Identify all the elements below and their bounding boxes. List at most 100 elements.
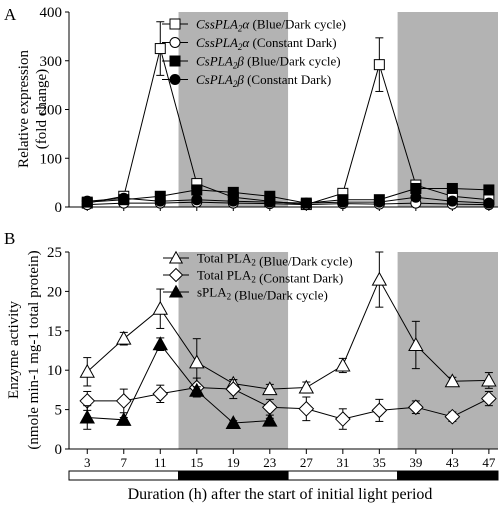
panel-a-series (81, 21, 495, 211)
panel-b-axes: 0 5 10 15 20 25 3 7 11 15 19 23 27 31 35 39 43 47 (47, 245, 498, 470)
y-tick-label: 15 (47, 324, 62, 340)
x-tick-label: 23 (263, 455, 276, 470)
y-tick-label: 400 (40, 5, 63, 21)
data-point (189, 382, 205, 397)
data-point (335, 357, 351, 372)
panel-b-legend: Total PLA2 (Blue/Dark cycle)Total PLA2 (… (163, 251, 353, 303)
legend-suffix: α (242, 35, 250, 50)
series-line (87, 201, 489, 206)
data-point (168, 267, 184, 283)
legend-entry: Total PLA2 (Constant Dark) (197, 268, 343, 286)
y-tick-label: 100 (40, 151, 63, 167)
legend-entry: CssPLA2α (Blue/Dark cycle) (196, 17, 346, 34)
dark-period-shade-1 (397, 12, 498, 207)
x-tick-label: 7 (121, 455, 128, 470)
y-tick-label: 0 (55, 442, 63, 458)
data-point (483, 197, 495, 209)
data-point (227, 195, 239, 207)
light-dark-bar (68, 470, 499, 481)
light-bar-segment-light (68, 470, 180, 481)
x-tick-label: 15 (190, 455, 203, 470)
data-point (154, 43, 166, 55)
legend-gene: Total PLA (197, 251, 252, 266)
data-point (446, 182, 458, 194)
data-point (115, 393, 132, 409)
data-point (298, 379, 315, 394)
x-tick-label: 3 (84, 455, 91, 470)
data-point (79, 363, 95, 378)
legend-gene: CssPLA (196, 35, 238, 50)
data-point (169, 74, 181, 85)
x-tick-label: 19 (227, 455, 240, 470)
series-line (87, 343, 270, 424)
y-tick-label: 0 (55, 200, 63, 216)
panel-a-y-axis-label: Relative expression (fold change) (16, 50, 50, 168)
legend-subscript: 2 (227, 292, 232, 302)
legend-entry: sPLA2 (Blue/Dark cycle) (197, 285, 328, 303)
panel-b-y-axis-label: Enzyme activity (nmole min-1 mg-1 total p… (6, 250, 42, 449)
legend-subscript: 2 (251, 275, 256, 285)
y-axis-label-line-0: Enzyme activity (6, 301, 22, 399)
legend-entry: CsPLA2β (Blue/Dark cycle) (196, 54, 341, 71)
data-point (483, 184, 495, 196)
panel-a-dark-shading (178, 12, 498, 207)
data-point (408, 337, 424, 351)
data-point (337, 196, 349, 208)
data-point (444, 408, 461, 425)
data-point (300, 197, 312, 209)
y-axis-label-line-0: Relative expression (16, 50, 32, 168)
panel-b-label: B (4, 229, 15, 248)
legend-condition: (Constant Dark) (244, 72, 331, 87)
legend-subscript: 2 (251, 258, 256, 268)
legend-subscript: 2 (238, 24, 243, 34)
legend-condition: (Blue/Dark cycle) (244, 54, 341, 69)
data-point (116, 411, 132, 426)
data-point (79, 409, 95, 424)
legend-condition: (Constant Dark) (249, 35, 336, 50)
legend-gene: Total PLA (197, 268, 252, 283)
data-point (169, 18, 181, 30)
data-point (169, 37, 181, 48)
x-axis-label: Duration (h) after the start of initial … (128, 486, 433, 503)
legend-entry: CsPLA2β (Constant Dark) (196, 72, 331, 89)
data-point (410, 191, 422, 203)
data-point (298, 400, 315, 417)
legend-condition: (Blue/Dark cycle) (256, 254, 353, 269)
y-tick-label: 5 (55, 403, 63, 419)
panel-a-label: A (4, 5, 17, 24)
data-point (152, 385, 169, 402)
x-tick-label: 47 (482, 455, 496, 470)
panel-a-legend: CssPLA2α (Blue/Dark cycle)CssPLA2α (Cons… (162, 17, 346, 89)
data-point (81, 195, 93, 207)
legend-entry: CssPLA2α (Constant Dark) (196, 35, 337, 52)
data-point (225, 415, 242, 429)
legend-gene: CsPLA (196, 72, 233, 87)
y-tick-label: 10 (47, 363, 62, 379)
data-point (225, 381, 242, 397)
y-tick-label: 25 (47, 245, 62, 261)
data-point (371, 402, 388, 419)
legend-suffix: β (236, 54, 244, 69)
data-point (169, 55, 181, 67)
series-3 (81, 191, 495, 209)
light-bar-segment-dark (397, 470, 499, 481)
panel-b: B Enzyme activity (nmole min-1 mg-1 total… (4, 229, 499, 503)
data-point (118, 192, 130, 204)
series-line (87, 196, 489, 204)
y-axis-label-line-1: (nmole min-1 mg-1 total protein) (26, 250, 42, 449)
data-point (373, 196, 385, 208)
data-point (371, 271, 388, 286)
light-bar-segment-dark (178, 470, 289, 481)
y-tick-label: 300 (40, 54, 63, 70)
data-point (334, 411, 351, 427)
data-point (152, 300, 169, 315)
legend-suffix: α (242, 17, 250, 32)
x-tick-label: 27 (300, 455, 314, 470)
legend-suffix: β (236, 72, 244, 87)
legend-entry: Total PLA2 (Blue/Dark cycle) (197, 251, 353, 269)
series-line (87, 188, 489, 204)
y-tick-label: 200 (40, 103, 63, 119)
legend-gene: CssPLA (196, 17, 238, 32)
data-point (116, 330, 132, 345)
